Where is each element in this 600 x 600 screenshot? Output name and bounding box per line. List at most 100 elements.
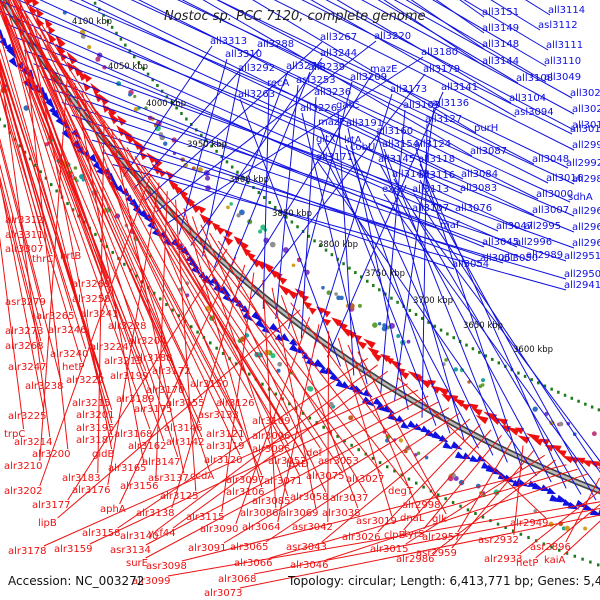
tick-dot-0 bbox=[527, 536, 530, 540]
forward-leader bbox=[300, 96, 317, 339]
gene-arrow bbox=[322, 318, 332, 327]
reverse-leader bbox=[0, 0, 113, 436]
forward-gene-label: all3143 bbox=[392, 169, 429, 180]
forward-leader bbox=[383, 148, 508, 463]
forward-gene-label: all3116 bbox=[418, 170, 455, 181]
forward-gene-label: all3118 bbox=[418, 154, 455, 165]
tick-dot-0 bbox=[171, 308, 174, 312]
forward-gene-label: all2997 bbox=[572, 140, 600, 151]
reverse-gene-label: asr2959 bbox=[416, 548, 457, 559]
tick-dot-0 bbox=[134, 274, 138, 278]
forward-gene-label: recA bbox=[267, 78, 290, 89]
reverse-gene-label: alr3066 bbox=[234, 558, 272, 569]
tick-dot-1 bbox=[246, 180, 250, 184]
forward-gene-label: all3054 bbox=[452, 259, 489, 270]
gene-arrow bbox=[413, 423, 424, 431]
reverse-leader bbox=[337, 337, 393, 517]
tick-dot-0 bbox=[190, 325, 193, 329]
reverse-gene-label: asr3137 bbox=[148, 473, 189, 484]
feature-mark bbox=[403, 449, 408, 454]
gene-arrow bbox=[36, 8, 44, 18]
map-title: Nostoc sp. PCC 7120, complete genome bbox=[164, 9, 426, 24]
reverse-gene-label: alr2933 bbox=[484, 554, 522, 565]
feature-mark bbox=[372, 322, 378, 328]
reverse-gene-label: alr3015 bbox=[370, 544, 408, 555]
forward-gene-label: all3180 bbox=[421, 47, 458, 58]
forward-gene-label: all3144 bbox=[482, 56, 519, 67]
topology-summary: Topology: circular; Length: 6,413,771 bp… bbox=[288, 574, 600, 588]
forward-gene-label: all3051 bbox=[480, 253, 517, 264]
forward-leader bbox=[336, 0, 512, 104]
reverse-leader bbox=[431, 459, 556, 555]
forward-leader bbox=[167, 56, 424, 224]
tick-dot-0 bbox=[28, 157, 32, 161]
gene-arrow bbox=[6, 46, 18, 60]
feature-mark bbox=[276, 368, 281, 373]
gene-arrow bbox=[45, 98, 55, 110]
reverse-gene-label: alr3126 bbox=[216, 398, 254, 409]
reverse-leader bbox=[3, 0, 109, 295]
reverse-leader bbox=[253, 507, 600, 575]
reverse-leader bbox=[19, 4, 69, 450]
forward-gene-label: cobU bbox=[350, 142, 375, 153]
tick-dot-1 bbox=[584, 402, 587, 406]
gene-arrow bbox=[88, 153, 98, 164]
reverse-leader bbox=[117, 357, 368, 529]
forward-leader bbox=[190, 57, 323, 246]
gene-arrow bbox=[177, 188, 189, 199]
tick-dot-0 bbox=[215, 346, 218, 350]
feature-mark bbox=[229, 202, 233, 206]
forward-leader bbox=[80, 0, 535, 216]
tick-dot-0 bbox=[496, 522, 500, 526]
reverse-gene-label: ycf44 bbox=[148, 528, 176, 539]
forward-leader bbox=[202, 0, 473, 157]
reverse-gene-label: alr3125 bbox=[160, 491, 198, 502]
reverse-leader bbox=[0, 47, 113, 411]
tick-dot-1 bbox=[537, 381, 540, 385]
tick-dot-0 bbox=[23, 150, 27, 154]
reverse-gene-label: alr3068 bbox=[218, 574, 256, 585]
tick-dot-1 bbox=[110, 25, 114, 29]
tick-dot-1 bbox=[484, 354, 488, 358]
forward-gene-label: lrtA bbox=[344, 135, 362, 146]
kbp-label: 4050 kbp bbox=[108, 62, 148, 72]
tick-dot-0 bbox=[3, 124, 6, 128]
reverse-gene-label: alr3058 bbox=[290, 492, 328, 503]
tick-dot-0 bbox=[55, 189, 58, 193]
gene-arrow bbox=[135, 141, 147, 154]
gene-labels: all3151 all3114 all3149 asl3112 all3148 all31… bbox=[4, 5, 600, 599]
reverse-gene-label: alr3268 bbox=[5, 341, 43, 352]
tick-dot-1 bbox=[180, 112, 183, 116]
gene-arrow bbox=[395, 415, 405, 423]
feature-mark bbox=[591, 431, 597, 437]
forward-gene-label: all3292 bbox=[238, 63, 275, 74]
kbp-label: 3800 kbp bbox=[318, 240, 358, 250]
reverse-gene-label: alr3258 bbox=[72, 294, 110, 305]
tick-dot-0 bbox=[589, 560, 592, 564]
reverse-leader bbox=[155, 364, 378, 532]
reverse-gene-label: asr3133 bbox=[198, 410, 239, 421]
reverse-leader bbox=[0, 61, 51, 438]
tick-dot-0 bbox=[565, 551, 569, 555]
gene-arrow bbox=[197, 205, 207, 214]
reverse-gene-label: alr3273 bbox=[5, 326, 43, 337]
tick-dot-1 bbox=[446, 332, 449, 336]
forward-leader bbox=[91, 139, 567, 280]
forward-leader bbox=[361, 0, 575, 115]
reverse-gene-label: alr3071 bbox=[264, 476, 302, 487]
gene-arrow bbox=[462, 452, 472, 460]
reverse-gene-label: alr3228 bbox=[108, 321, 146, 332]
tick-dot-0 bbox=[343, 439, 346, 443]
tick-dot-1 bbox=[160, 89, 164, 93]
feature-mark bbox=[133, 94, 137, 99]
forward-leader bbox=[325, 0, 575, 131]
tick-dot-1 bbox=[439, 328, 443, 332]
gene-arrow bbox=[471, 408, 483, 417]
tick-dot-1 bbox=[366, 279, 369, 283]
forward-leader bbox=[345, 144, 451, 434]
forward-gene-label: all2996 bbox=[515, 237, 552, 248]
reverse-gene-label: alr3247 bbox=[8, 362, 46, 373]
gene-arrow bbox=[189, 201, 201, 213]
reverse-gene-label: alr2957 bbox=[422, 532, 460, 543]
